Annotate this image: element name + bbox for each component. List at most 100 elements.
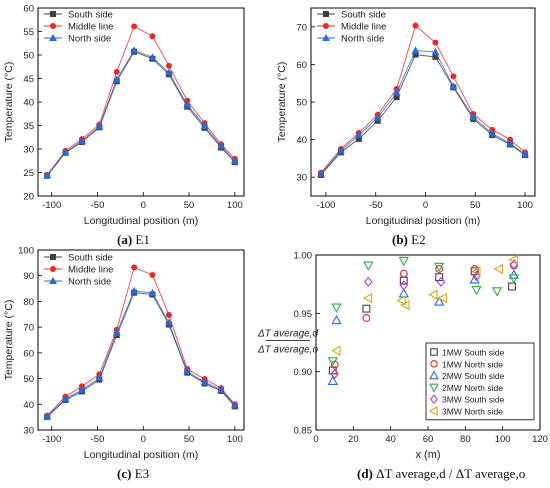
data-point (113, 68, 120, 75)
series-line (46, 25, 236, 176)
series-line (46, 290, 236, 417)
series-d-5 (331, 254, 518, 356)
y-tick-label: 90 (23, 271, 34, 282)
legend-label: 1MW South side (442, 348, 505, 358)
y-tick-label: 45 (23, 74, 34, 85)
y-axis-label: Temperature (°C) (276, 62, 288, 143)
data-point (95, 122, 104, 130)
data-point (131, 23, 138, 30)
data-point (488, 129, 497, 137)
data-point (506, 139, 515, 147)
y-tick-label: 1.00 (294, 251, 313, 262)
data-point (392, 88, 401, 96)
legend-marker (430, 360, 438, 368)
y-tick-label: 30 (23, 426, 34, 437)
data-point (43, 171, 52, 179)
x-tick-label: 0 (141, 434, 146, 445)
caption-c-tag: (c) (117, 466, 132, 481)
x-axis-label: Longitudinal position (m) (366, 215, 480, 227)
data-point (330, 368, 340, 380)
y-tick-label: 0.85 (294, 426, 313, 437)
series-a-0 (44, 48, 238, 179)
data-point (130, 286, 139, 294)
x-tick-label: 100 (227, 434, 243, 445)
x-tick-label: 60 (423, 434, 434, 445)
y-tick-label: 50 (23, 51, 34, 62)
legend-marker (430, 348, 438, 356)
data-point (61, 148, 70, 156)
data-point (149, 33, 156, 40)
data-point (399, 280, 409, 291)
data-point (469, 112, 478, 121)
data-point (354, 131, 363, 139)
y-tick-label: 50 (296, 98, 307, 109)
legend-marker (49, 33, 57, 41)
data-point (491, 287, 503, 297)
legend-box (425, 342, 535, 421)
x-tick-label: -50 (91, 434, 105, 445)
legend-label: 1MW North side (442, 359, 503, 369)
data-point (363, 261, 374, 271)
caption-d-tag: (d) (357, 466, 373, 481)
legend-label: South side (341, 10, 386, 21)
y-tick-label: 40 (23, 400, 34, 411)
data-point (61, 394, 70, 402)
y-tick-label: 25 (23, 168, 34, 179)
data-point (336, 146, 345, 154)
legend-label: 3MW North side (442, 407, 503, 417)
data-point (412, 22, 419, 29)
data-point (400, 299, 410, 311)
legend-label: South side (68, 10, 113, 21)
y-tick-label: 0.90 (294, 367, 313, 378)
data-point (317, 169, 325, 177)
data-point (78, 136, 86, 145)
legend-label: Middle line (68, 22, 113, 33)
series-d-1 (330, 261, 518, 369)
x-tick-label: 0 (423, 200, 428, 211)
series-line (320, 50, 526, 175)
x-axis-label: x (m) (415, 449, 440, 461)
x-tick-label: 50 (470, 200, 481, 211)
y-tick-label: 60 (296, 60, 307, 71)
x-tick-label: 20 (348, 434, 359, 445)
series-line (46, 266, 236, 416)
y-axis-label-denominator: ΔT average,o (257, 345, 319, 356)
panel-a: -100 -50 0 50 100 20 25 30 35 40 45 50 55 60 Longitudi… (3, 4, 245, 227)
data-point (112, 328, 121, 336)
x-tick-label: 120 (532, 434, 548, 445)
panel-c: -100 -50 0 50 100 30 40 50 60 70 80 90 100 Longitudin… (3, 246, 245, 461)
data-point (217, 142, 226, 150)
y-axis-label-numerator: ΔT average,d (257, 329, 319, 340)
caption-d-text: ΔT average,d / ΔT average,o (376, 466, 526, 481)
y-tick-label: 0.95 (294, 309, 313, 320)
legend-label: North side (68, 34, 111, 45)
y-tick-label: 35 (23, 121, 34, 132)
legend-marker (428, 406, 438, 416)
series-b-0 (317, 51, 529, 178)
plot-frame-c (37, 249, 245, 431)
series-c-0 (44, 289, 238, 420)
legend-label: Middle line (341, 22, 386, 33)
legend-marker (322, 33, 330, 41)
data-point (164, 68, 173, 76)
legend-label: 2MW North side (442, 383, 503, 393)
data-point (327, 375, 338, 385)
series-line (46, 51, 236, 177)
x-tick-label: -100 (42, 200, 61, 211)
x-tick-label: 50 (184, 200, 195, 211)
y-tick-label: 80 (23, 297, 34, 308)
data-point (396, 295, 406, 306)
legend-label: North side (341, 34, 384, 45)
caption-a: (a) E1 (117, 232, 150, 248)
y-tick-label: 60 (23, 348, 34, 359)
legend-marker (322, 22, 329, 29)
legend-marker (50, 253, 57, 260)
y-tick-label: 100 (18, 246, 34, 257)
y-tick-label: 40 (296, 135, 307, 146)
data-point (471, 266, 481, 277)
x-axis-label: Longitudinal position (m) (84, 449, 198, 461)
x-tick-label: 0 (313, 434, 318, 445)
y-axis-label: Temperature (°C) (3, 300, 15, 381)
data-point (165, 62, 172, 69)
